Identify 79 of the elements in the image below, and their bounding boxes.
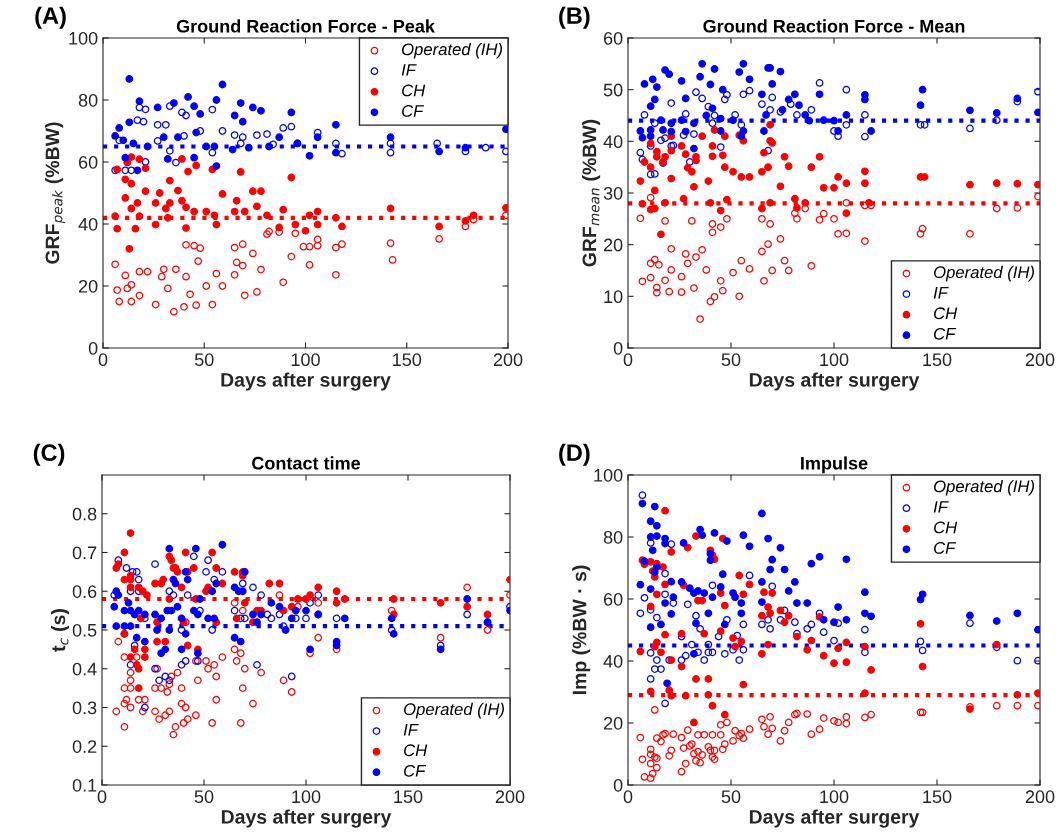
legend-label: IF [933,287,949,299]
legend-label: CH [934,521,958,534]
chart-title: Impulse [801,456,868,474]
y-tick-label: 0.4 [72,662,97,676]
y-tick-label: 0.8 [72,507,97,521]
x-tick-label: 150 [394,790,423,804]
legend-label: CF [934,327,957,340]
chart-title: Ground Reaction Force - Peak [176,19,435,33]
y-tick-label: 30 [603,186,623,200]
y-tick-label: 100 [594,468,623,482]
x-tick-label: 100 [292,790,321,804]
y-tick-label: 0 [88,341,98,355]
legend-label: CH [934,307,958,320]
y-tick-label: 0 [613,341,623,355]
x-tick-label: 50 [194,790,214,804]
x-axis-title: Days after surgery [221,372,391,391]
x-tick-label: 0 [97,790,107,804]
x-tick-label: 0 [623,790,633,804]
x-axis-title: Days after surgery [749,372,920,391]
y-tick-label: 20 [603,238,623,252]
x-tick-label: 150 [923,790,952,804]
y-tick-label: 0.3 [72,701,97,715]
y-tick-label: 60 [603,31,623,45]
x-tick-label: 100 [820,353,849,367]
chart-title: Ground Reaction Force - Mean [703,19,965,33]
legend-label: CH [404,744,428,757]
x-tick-label: 100 [291,353,320,367]
text: (D) [559,443,590,466]
legend-label: CF [402,105,425,117]
legend-label: Operated (IH) [402,43,503,59]
y-tick-label: 10 [604,290,623,304]
legend-label: IF [403,724,419,736]
text: (C) [33,443,65,466]
y-tick-label: 60 [603,592,623,606]
y-tick-label: 40 [78,217,98,231]
y-axis-title: GRF$_{mean}$ (%BW) [582,119,601,267]
x-tick-label: 50 [721,353,741,367]
y-tick-label: 0.2 [72,740,97,753]
text: (B) [559,6,590,29]
legend-label: Operated (IH) [934,265,1035,282]
x-tick-label: 200 [493,353,523,367]
y-tick-label: 20 [78,279,98,293]
y-axis-title: t$_{c}$ (s) [50,609,70,652]
legend-label: Operated (IH) [934,480,1035,496]
x-tick-label: 150 [923,353,952,367]
y-tick-label: 40 [603,654,623,668]
x-tick-label: 200 [1025,790,1055,804]
x-tick-label: 200 [495,790,525,804]
y-tick-label: 0.7 [72,546,97,560]
y-tick-label: 0 [613,778,623,792]
legend-label: CF [934,542,957,554]
x-tick-label: 0 [623,353,633,367]
y-axis-title: Imp (%BW · s) [572,565,591,695]
y-tick-label: 60 [78,155,98,169]
legend-label: CH [402,84,426,97]
legend-label: IF [933,501,949,513]
y-tick-label: 80 [603,530,623,544]
y-tick-label: 80 [78,93,98,107]
legend-label: Operated (IH) [404,702,505,719]
legend-label: CF [404,764,427,777]
y-tick-label: 100 [69,31,98,45]
y-tick-label: 40 [603,135,623,149]
y-tick-label: 50 [603,83,623,97]
x-tick-label: 50 [721,790,741,804]
x-tick-label: 150 [393,353,422,367]
x-tick-label: 50 [194,353,214,367]
x-axis-title: Days after surgery [749,809,920,828]
y-tick-label: 0.6 [72,585,97,598]
x-tick-label: 100 [820,790,849,804]
y-axis-title: GRF$_{peak}$ (%BW) [45,122,66,264]
text: (A) [35,6,66,29]
y-tick-label: 0.5 [72,623,97,637]
x-tick-label: 0 [98,353,108,367]
legend-label: IF [401,64,417,76]
y-tick-label: 20 [603,716,623,730]
x-axis-title: Days after surgery [221,809,392,828]
x-tick-label: 200 [1025,353,1055,367]
chart-title: Contact time [252,456,361,470]
y-tick-label: 0.1 [72,778,97,792]
